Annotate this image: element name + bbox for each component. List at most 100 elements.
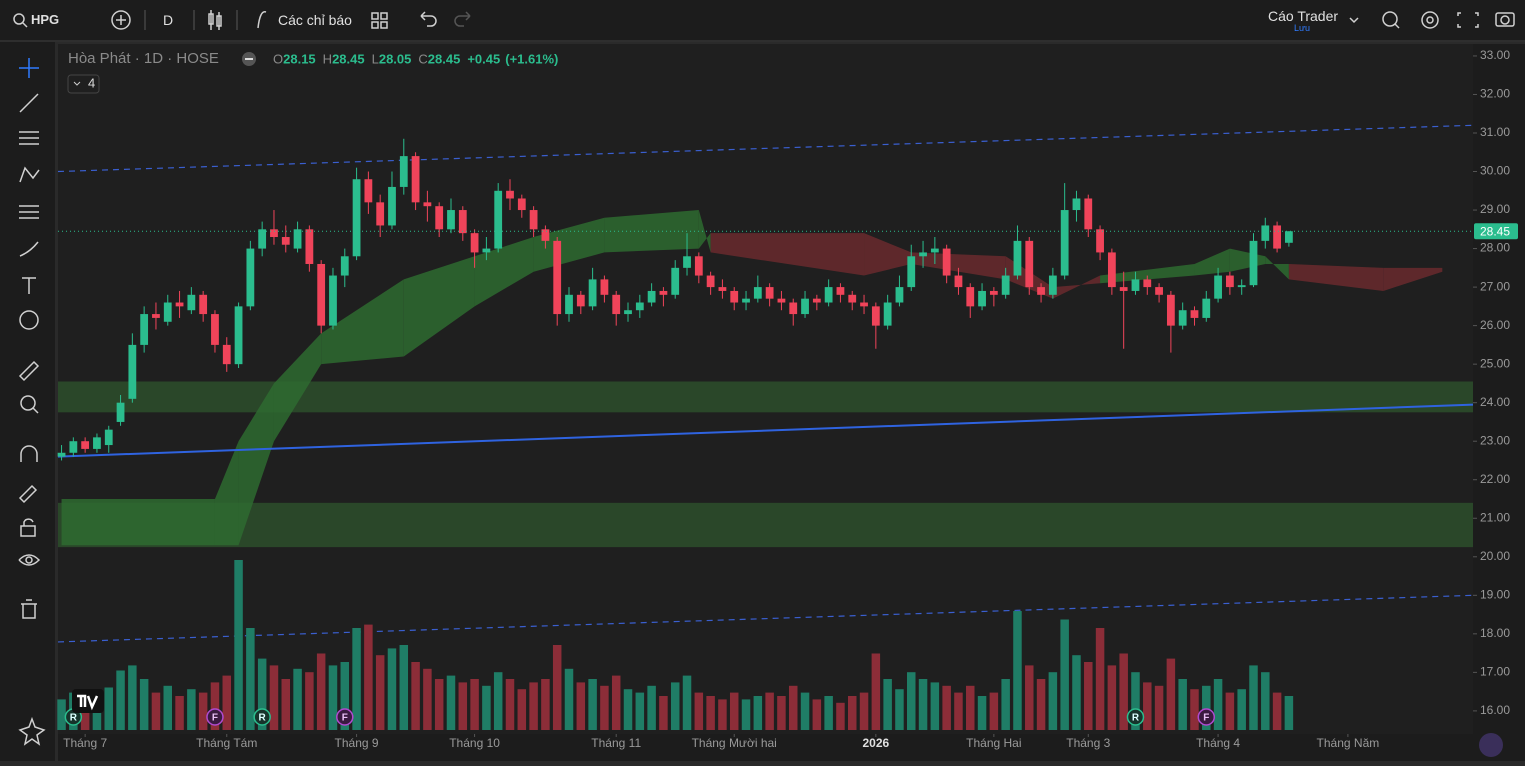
candle-body xyxy=(494,190,503,249)
volume-bar xyxy=(765,692,774,730)
chart-title: Hòa Phát · 1D · HOSE xyxy=(68,50,219,67)
candle-body xyxy=(234,306,243,365)
event-marker xyxy=(206,708,224,726)
indicator-toggle[interactable] xyxy=(67,74,100,94)
candle-body xyxy=(293,229,302,249)
candle-body xyxy=(1001,275,1010,295)
save-status: Lưu xyxy=(1294,23,1311,33)
volume-bar xyxy=(1013,611,1022,730)
volume-bar xyxy=(1036,679,1046,730)
cloud-segment xyxy=(710,233,865,276)
y-tick-label: 20.00 xyxy=(1480,549,1510,563)
candle-body xyxy=(187,294,196,311)
cloud-segment xyxy=(1265,256,1289,280)
cloud-segment xyxy=(273,333,322,442)
candle-body xyxy=(1072,198,1081,211)
candle-body xyxy=(116,402,125,422)
symbol[interactable]: HPG xyxy=(31,12,60,27)
candle-body xyxy=(919,252,927,257)
volume-bar xyxy=(529,682,538,730)
x-tick-label: 2026 xyxy=(862,736,889,750)
candle-body xyxy=(1261,225,1270,241)
volume-bar xyxy=(647,685,656,730)
volume-bar xyxy=(659,696,668,730)
event-label: R xyxy=(70,713,78,724)
candle-body xyxy=(411,156,420,203)
event-label: R xyxy=(1132,713,1140,724)
layout-name[interactable]: Cáo Trader xyxy=(1268,8,1339,24)
candle-body xyxy=(175,302,184,307)
y-tick-label: 27.00 xyxy=(1480,279,1510,293)
volume-bar xyxy=(163,685,173,730)
cloud-segment xyxy=(321,279,404,365)
volume-bar xyxy=(788,685,798,730)
volume-bar xyxy=(482,685,491,730)
cloud-segment xyxy=(1052,275,1101,299)
y-tick-label: 24.00 xyxy=(1480,395,1510,409)
candle-body xyxy=(753,287,762,299)
candle-body xyxy=(1107,252,1116,288)
volume-bar xyxy=(151,692,161,730)
candle-body xyxy=(1202,298,1211,318)
candle-body xyxy=(777,298,786,303)
candle-body xyxy=(506,190,514,199)
event-label: F xyxy=(1203,713,1209,724)
volume-bar xyxy=(1154,685,1164,730)
last-price-label: 28.45 xyxy=(1480,224,1510,238)
assistant-button[interactable] xyxy=(1479,733,1503,757)
candle-body xyxy=(541,229,550,241)
indicators-button[interactable]: Các chỉ báo xyxy=(278,12,352,28)
volume-bar xyxy=(682,675,692,730)
volume-bar xyxy=(316,653,326,730)
candle-body xyxy=(765,287,774,299)
volume-bar xyxy=(257,658,267,730)
x-tick-label: Tháng 3 xyxy=(1066,736,1110,750)
volume-bar xyxy=(80,706,90,730)
toolbar-icons xyxy=(13,10,1515,30)
candle-body xyxy=(553,240,562,315)
candle-body xyxy=(152,314,160,318)
candle-body xyxy=(1060,210,1069,276)
logo xyxy=(72,689,104,713)
y-tick-label: 18.00 xyxy=(1480,626,1510,640)
volume-bar xyxy=(564,668,574,730)
trendline xyxy=(57,403,1474,458)
last-price-box xyxy=(1474,223,1518,240)
y-tick-label: 31.00 xyxy=(1480,125,1510,139)
volume-bar xyxy=(600,685,609,730)
volume-bar xyxy=(446,675,456,730)
event-marker xyxy=(1197,708,1216,726)
candle-body xyxy=(824,287,833,303)
candle-body xyxy=(246,248,255,307)
cloud-segment xyxy=(864,233,912,276)
volume-bar xyxy=(729,692,739,730)
volume-bar xyxy=(293,668,302,730)
cloud-segment xyxy=(238,383,274,546)
cloud-segment xyxy=(214,441,239,546)
candle-body xyxy=(104,429,113,446)
time-axis xyxy=(58,734,1473,761)
legend-text: H xyxy=(323,51,332,66)
candle-body xyxy=(270,229,278,238)
candle-body xyxy=(895,287,904,303)
cloud-segment xyxy=(403,256,475,357)
volume-bar xyxy=(128,665,137,730)
candle-body xyxy=(718,287,727,291)
candle-body xyxy=(340,256,349,276)
candle-body xyxy=(1249,240,1258,286)
volume-bar xyxy=(352,628,361,730)
y-tick-label: 17.00 xyxy=(1480,665,1510,679)
trendline xyxy=(57,124,1474,173)
candle-body xyxy=(305,229,314,264)
candle-body xyxy=(1273,225,1281,249)
volume-bar xyxy=(1190,689,1199,730)
volume-bar xyxy=(741,699,751,730)
event-label: F xyxy=(342,713,348,724)
volume-bar xyxy=(541,679,550,730)
volume-bar xyxy=(1048,672,1058,730)
candle-body xyxy=(1225,275,1234,288)
interval[interactable]: D xyxy=(163,12,174,28)
candle-body xyxy=(1214,275,1222,299)
volume-bar xyxy=(777,696,786,730)
